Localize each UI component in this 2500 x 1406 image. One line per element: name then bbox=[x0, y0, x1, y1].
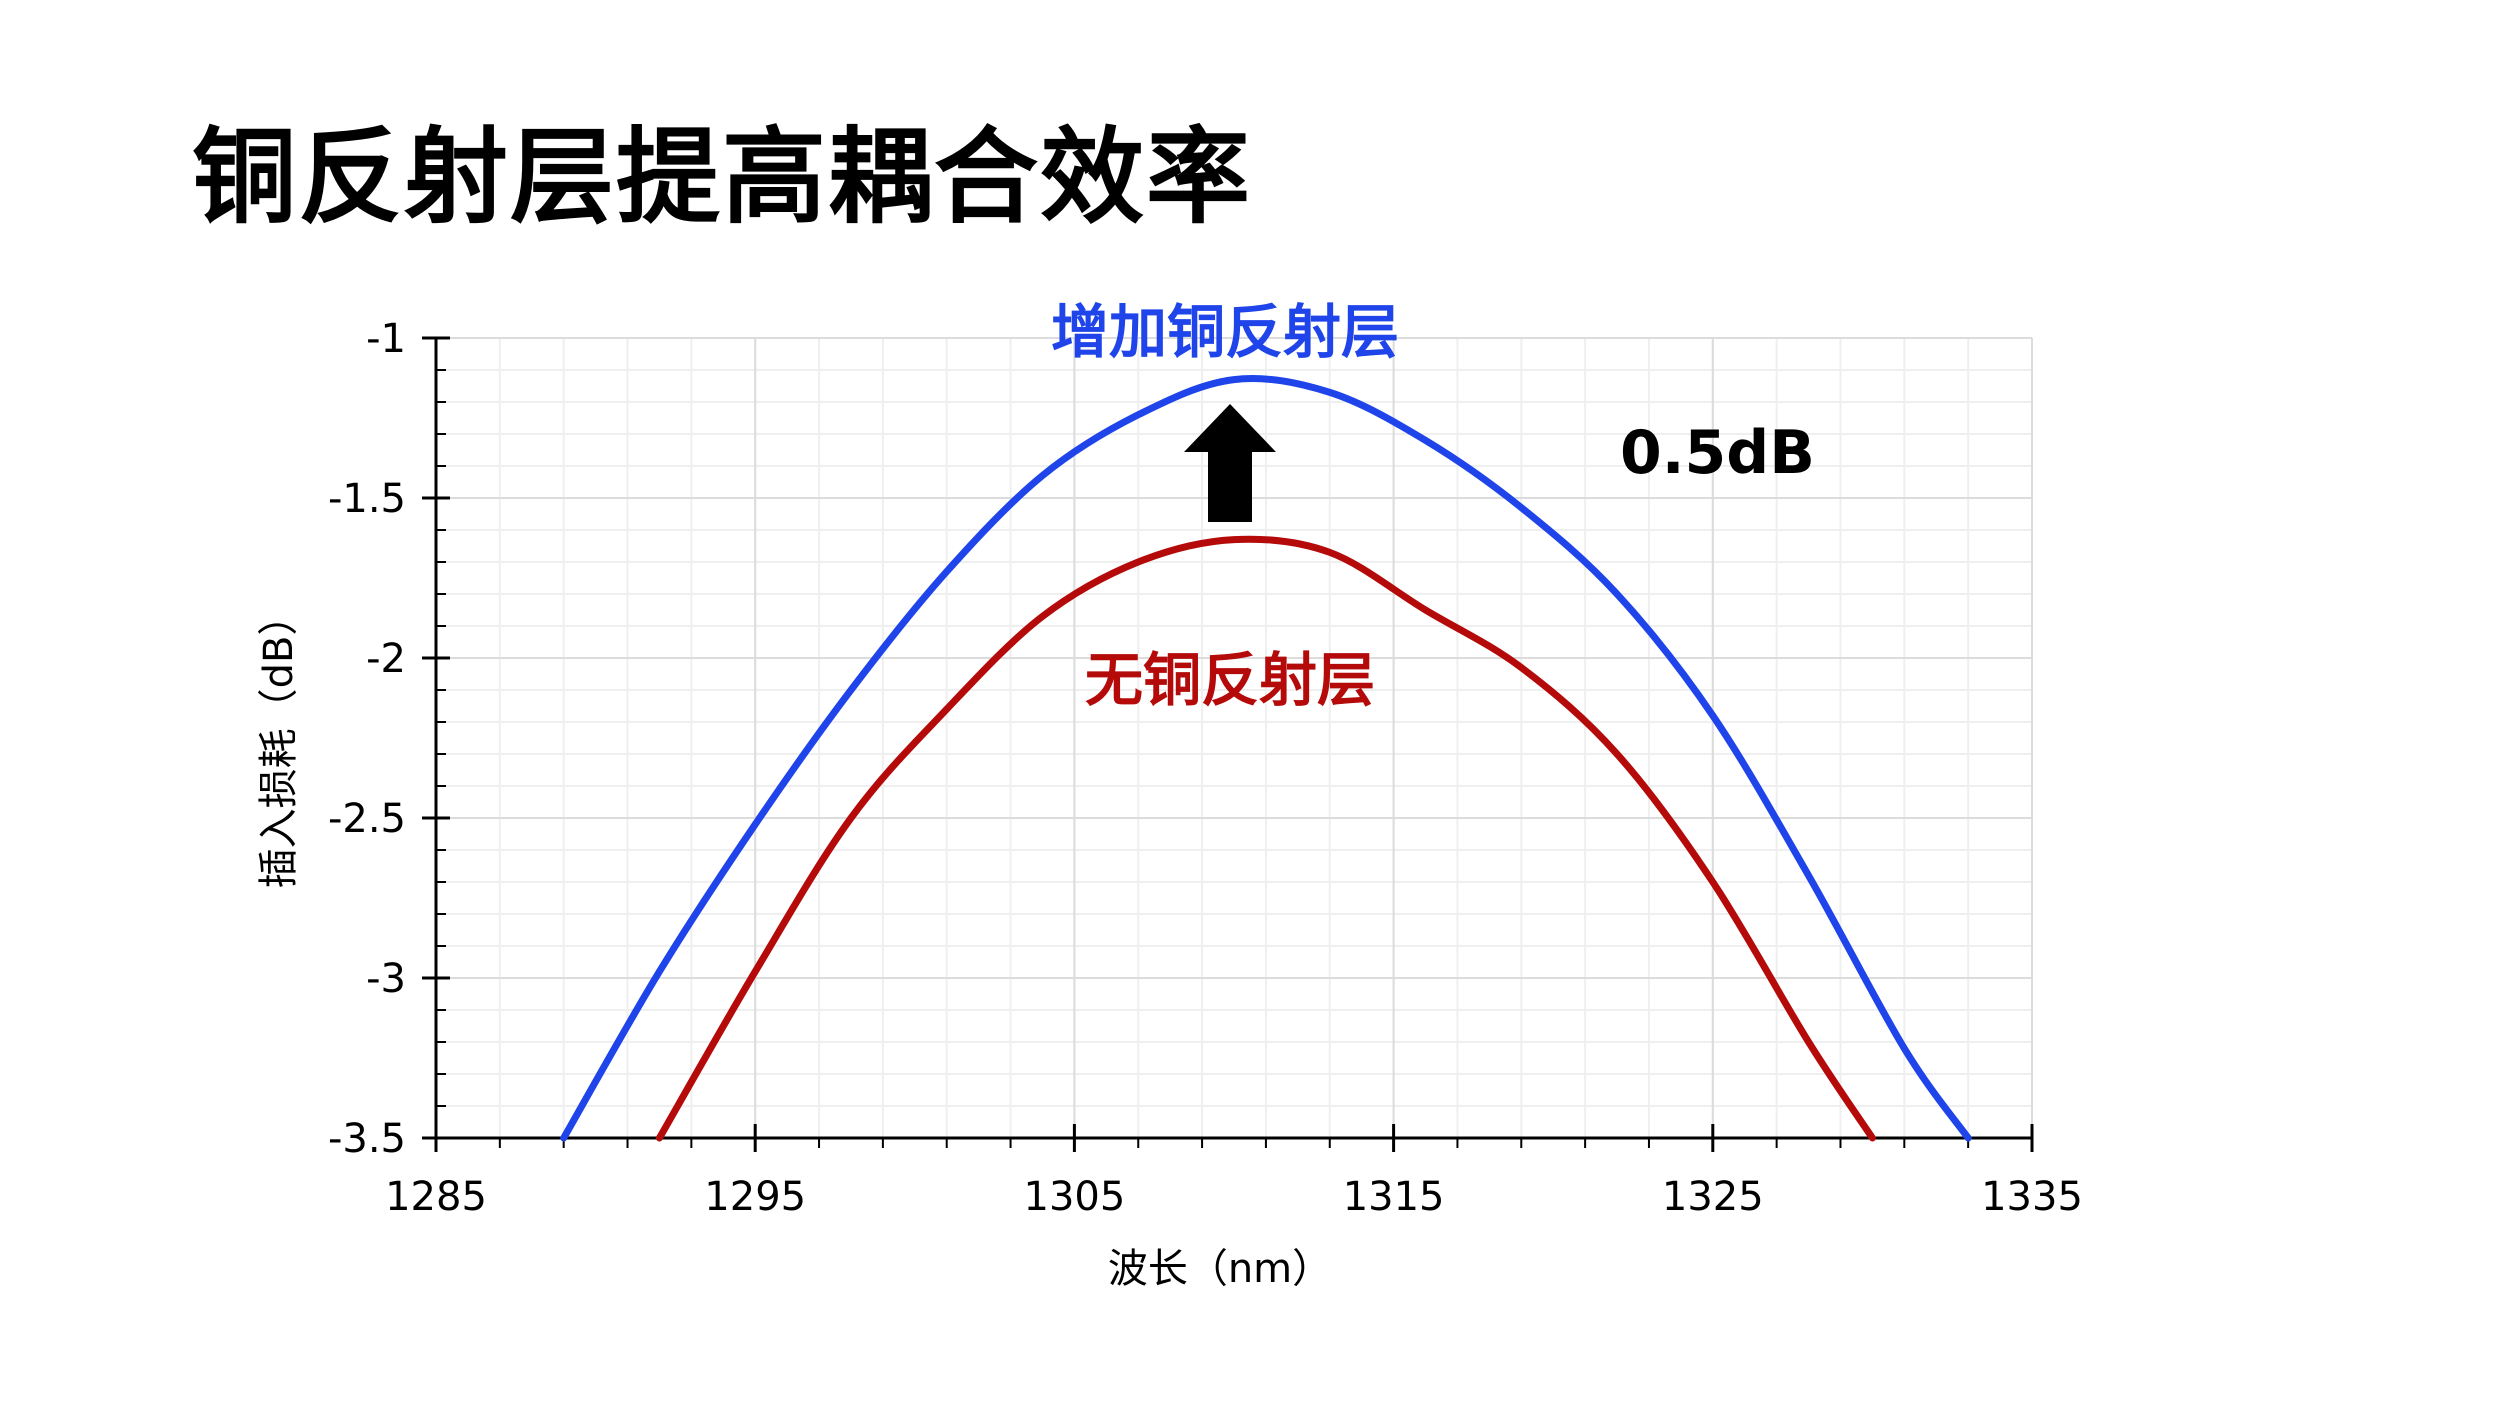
chart-annotations: 增加铜反射层 无铜反射层 0.5dB bbox=[1051, 298, 1815, 714]
chart-axes: 1285 1295 1305 1315 1325 1335 -1 -1.5 -2 -2.5 -3 -3… bbox=[328, 316, 2083, 1220]
x-tick-label: 1315 bbox=[1343, 1174, 1445, 1220]
y-tick-label: -3 bbox=[366, 956, 406, 1002]
x-tick-label: 1305 bbox=[1024, 1174, 1126, 1220]
y-tick-label: -2 bbox=[366, 636, 406, 682]
chart-series bbox=[560, 375, 1972, 1142]
x-tick-label: 1285 bbox=[385, 1174, 487, 1220]
y-tick-label: -1.5 bbox=[328, 476, 406, 522]
with-copper-label: 增加铜反射层 bbox=[1051, 298, 1399, 366]
series-line-with-copper bbox=[560, 375, 1972, 1142]
x-tick-label: 1325 bbox=[1662, 1174, 1764, 1220]
x-axis-title: 波长（nm） bbox=[1108, 1246, 1332, 1292]
without-copper-label: 无铜反射层 bbox=[1085, 646, 1375, 714]
delta-label: 0.5dB bbox=[1620, 418, 1815, 488]
y-tick-label: -3.5 bbox=[328, 1116, 406, 1162]
series-line-without-copper bbox=[655, 535, 1876, 1142]
y-axis-title: 插入损耗（dB） bbox=[256, 596, 302, 889]
x-tick-label: 1295 bbox=[704, 1174, 806, 1220]
y-tick-label: -2.5 bbox=[328, 796, 406, 842]
x-tick-label: 1335 bbox=[1981, 1174, 2083, 1220]
up-arrow-icon bbox=[1184, 404, 1276, 522]
y-tick-label: -1 bbox=[366, 316, 406, 362]
slide-title: 铜反射层提高耦合效率 bbox=[192, 116, 1253, 238]
